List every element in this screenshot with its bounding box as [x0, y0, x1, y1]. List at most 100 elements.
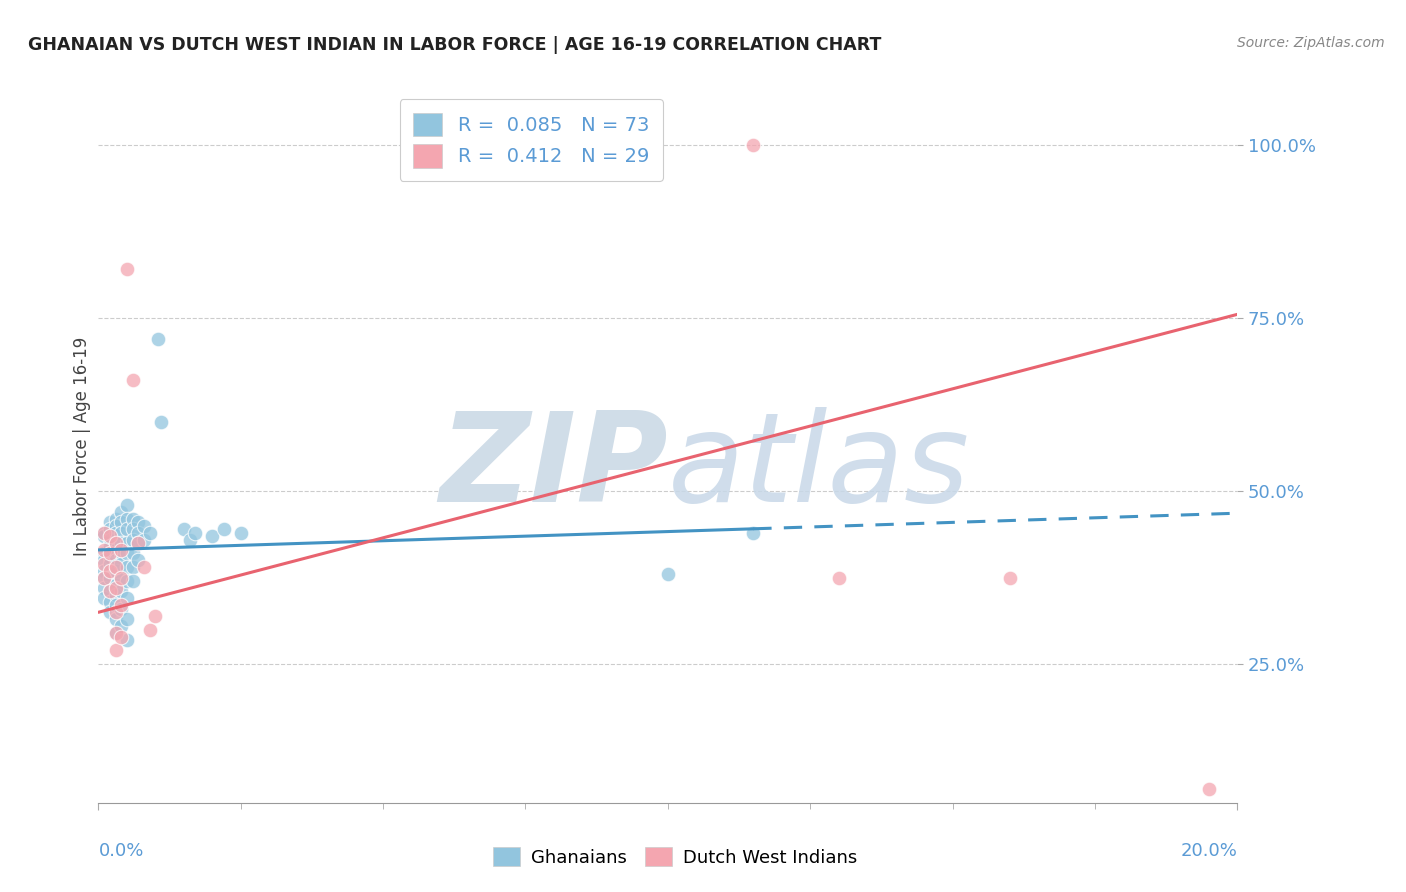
Point — [132, 533, 155, 547]
Point — [104, 577, 127, 591]
Point — [115, 560, 138, 574]
Point — [115, 522, 138, 536]
Point — [93, 525, 115, 540]
Point — [132, 560, 155, 574]
Point — [104, 543, 127, 558]
Point — [104, 536, 127, 550]
Point — [104, 599, 127, 613]
Point — [98, 584, 121, 599]
Point — [98, 529, 121, 543]
Point — [110, 630, 132, 644]
Point — [110, 619, 132, 633]
Point — [104, 564, 127, 578]
Point — [110, 536, 132, 550]
Point — [110, 505, 132, 519]
Point — [127, 536, 149, 550]
Point — [115, 262, 138, 277]
Point — [110, 599, 132, 613]
Point — [115, 546, 138, 560]
Point — [998, 571, 1021, 585]
Point — [110, 546, 132, 560]
Point — [98, 571, 121, 585]
Point — [115, 536, 138, 550]
Point — [828, 571, 851, 585]
Point — [98, 605, 121, 619]
Point — [121, 574, 143, 588]
Point — [93, 571, 115, 585]
Point — [229, 525, 252, 540]
Point — [98, 564, 121, 578]
Point — [742, 525, 765, 540]
Point — [138, 623, 160, 637]
Point — [110, 543, 132, 558]
Point — [110, 602, 132, 616]
Point — [98, 584, 121, 599]
Point — [98, 522, 121, 536]
Point — [110, 557, 132, 571]
Legend: Ghanaians, Dutch West Indians: Ghanaians, Dutch West Indians — [485, 840, 865, 874]
Point — [127, 553, 149, 567]
Point — [98, 549, 121, 564]
Point — [98, 533, 121, 547]
Text: 20.0%: 20.0% — [1181, 842, 1237, 860]
Legend: R =  0.085   N = 73, R =  0.412   N = 29: R = 0.085 N = 73, R = 0.412 N = 29 — [399, 99, 662, 181]
Point — [742, 137, 765, 152]
Text: ZIP: ZIP — [439, 407, 668, 528]
Point — [121, 373, 143, 387]
Point — [110, 525, 132, 540]
Point — [179, 533, 201, 547]
Point — [110, 571, 132, 585]
Point — [104, 581, 127, 595]
Point — [104, 626, 127, 640]
Point — [127, 536, 149, 550]
Point — [93, 557, 115, 571]
Point — [127, 525, 149, 540]
Point — [132, 518, 155, 533]
Point — [145, 608, 167, 623]
Point — [115, 498, 138, 512]
Point — [110, 584, 132, 599]
Point — [121, 546, 143, 560]
Point — [104, 588, 127, 602]
Point — [93, 543, 115, 558]
Text: atlas: atlas — [668, 407, 970, 528]
Point — [104, 536, 127, 550]
Point — [104, 553, 127, 567]
Point — [184, 525, 207, 540]
Point — [657, 567, 679, 582]
Point — [93, 546, 115, 560]
Text: GHANAIAN VS DUTCH WEST INDIAN IN LABOR FORCE | AGE 16-19 CORRELATION CHART: GHANAIAN VS DUTCH WEST INDIAN IN LABOR F… — [28, 36, 882, 54]
Point — [173, 522, 195, 536]
Point — [93, 553, 115, 567]
Point — [127, 515, 149, 529]
Y-axis label: In Labor Force | Age 16-19: In Labor Force | Age 16-19 — [73, 336, 91, 556]
Point — [115, 591, 138, 606]
Point — [93, 564, 115, 578]
Point — [98, 595, 121, 609]
Point — [98, 515, 121, 529]
Point — [104, 560, 127, 574]
Point — [121, 560, 143, 574]
Point — [104, 525, 127, 540]
Point — [98, 540, 121, 554]
Point — [457, 137, 479, 152]
Point — [115, 632, 138, 647]
Point — [98, 557, 121, 571]
Point — [104, 512, 127, 526]
Point — [138, 525, 160, 540]
Point — [212, 522, 235, 536]
Point — [98, 546, 121, 560]
Point — [115, 512, 138, 526]
Point — [115, 612, 138, 626]
Point — [150, 415, 173, 429]
Point — [104, 612, 127, 626]
Text: 0.0%: 0.0% — [98, 842, 143, 860]
Point — [104, 626, 127, 640]
Point — [121, 522, 143, 536]
Point — [93, 529, 115, 543]
Point — [93, 525, 115, 540]
Point — [104, 605, 127, 619]
Point — [1198, 781, 1220, 796]
Text: Source: ZipAtlas.com: Source: ZipAtlas.com — [1237, 36, 1385, 50]
Point — [93, 571, 115, 585]
